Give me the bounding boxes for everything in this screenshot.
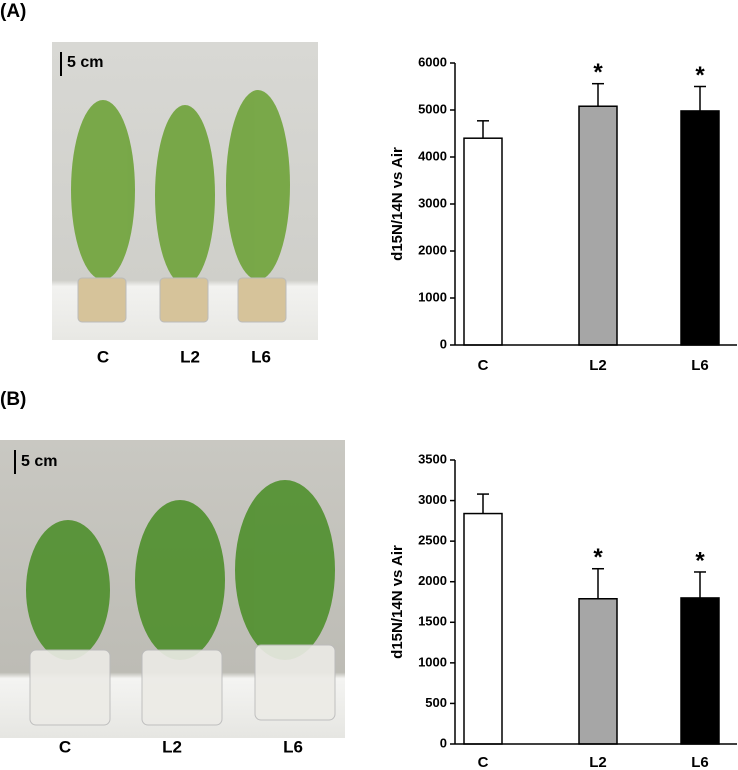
y-tick-label: 0	[440, 336, 447, 351]
photo-label: L6	[283, 737, 303, 756]
x-tick-label: L6	[691, 754, 709, 770]
y-tick-label: 5000	[418, 101, 447, 116]
bar	[578, 105, 618, 346]
photo-label: L2	[180, 347, 200, 366]
panel-label: (A)	[0, 1, 26, 22]
x-tick-label: C	[478, 357, 489, 374]
y-tick-label: 500	[425, 695, 447, 710]
y-tick-label: 1500	[418, 614, 447, 629]
y-axis-label: d15N/14N vs Air	[389, 147, 406, 261]
x-tick-label: L2	[589, 357, 607, 374]
scale-bar-label: 5 cm	[21, 453, 57, 470]
x-tick-label: L6	[691, 357, 709, 374]
photo-label: L2	[162, 737, 182, 756]
y-tick-label: 3000	[418, 492, 447, 507]
y-tick-label: 3500	[418, 451, 447, 466]
panel-label: (B)	[0, 389, 26, 410]
photo-a	[52, 42, 318, 340]
y-tick-label: 0	[440, 735, 447, 750]
x-tick-label: C	[478, 754, 489, 770]
y-tick-label: 3000	[418, 195, 447, 210]
photo-label: L6	[251, 347, 271, 366]
y-tick-label: 2000	[418, 242, 447, 257]
x-tick-label: L2	[589, 754, 607, 770]
bar	[463, 512, 503, 745]
photo-b	[0, 440, 345, 738]
y-tick-label: 1000	[418, 289, 447, 304]
y-tick-label: 2000	[418, 573, 447, 588]
bar	[680, 597, 720, 745]
y-tick-label: 6000	[418, 54, 447, 69]
significance-mark: *	[695, 547, 705, 574]
significance-mark: *	[695, 62, 705, 89]
bar	[463, 137, 503, 346]
y-tick-label: 1000	[418, 654, 447, 669]
significance-mark: *	[593, 544, 603, 571]
scale-bar-label: 5 cm	[67, 54, 103, 71]
y-axis-label: d15N/14N vs Air	[389, 545, 406, 659]
bar	[578, 598, 618, 745]
bar	[680, 110, 720, 346]
y-tick-label: 2500	[418, 533, 447, 548]
significance-mark: *	[593, 59, 603, 86]
photo-label: C	[97, 347, 109, 366]
y-tick-label: 4000	[418, 148, 447, 163]
photo-label: C	[59, 737, 71, 756]
